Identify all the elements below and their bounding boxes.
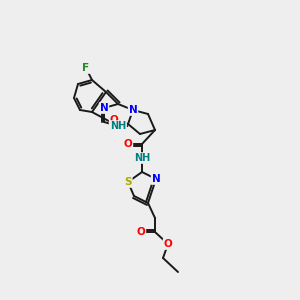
Text: O: O — [124, 139, 132, 149]
Text: N: N — [100, 103, 108, 113]
Text: N: N — [129, 105, 137, 115]
Text: NH: NH — [134, 153, 150, 163]
Text: F: F — [82, 63, 90, 73]
Text: NH: NH — [110, 121, 126, 131]
Text: S: S — [124, 177, 132, 187]
Text: O: O — [164, 239, 172, 249]
Text: O: O — [110, 115, 118, 125]
Text: N: N — [152, 174, 160, 184]
Text: O: O — [136, 227, 146, 237]
